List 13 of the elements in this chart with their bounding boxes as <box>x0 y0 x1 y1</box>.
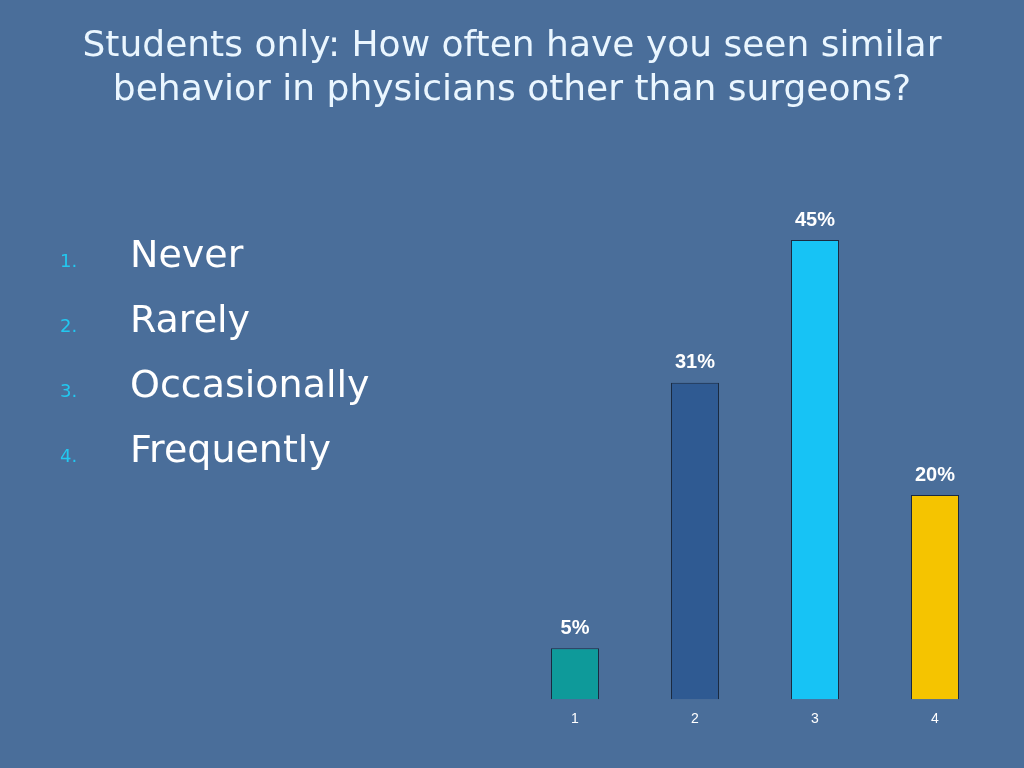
chart-title: Students only: How often have you seen similar behavior in physicians other than surgeons? <box>81 22 943 110</box>
text: 3. Occasionally <box>60 362 370 406</box>
data-label: 45% <box>794 207 836 230</box>
x-tick-label: 2 <box>691 710 700 727</box>
text: 2. Rarely <box>60 297 251 341</box>
data-label: 20% <box>914 462 956 485</box>
text: 1. Never <box>60 232 244 276</box>
x-tick-label: 4 <box>931 710 940 727</box>
x-tick-label: 1 <box>571 710 580 727</box>
data-label: 31% <box>674 350 716 373</box>
text: 4. Frequently <box>60 427 331 471</box>
x-tick-label: 3 <box>811 710 820 727</box>
data-label: 5% <box>560 615 590 638</box>
